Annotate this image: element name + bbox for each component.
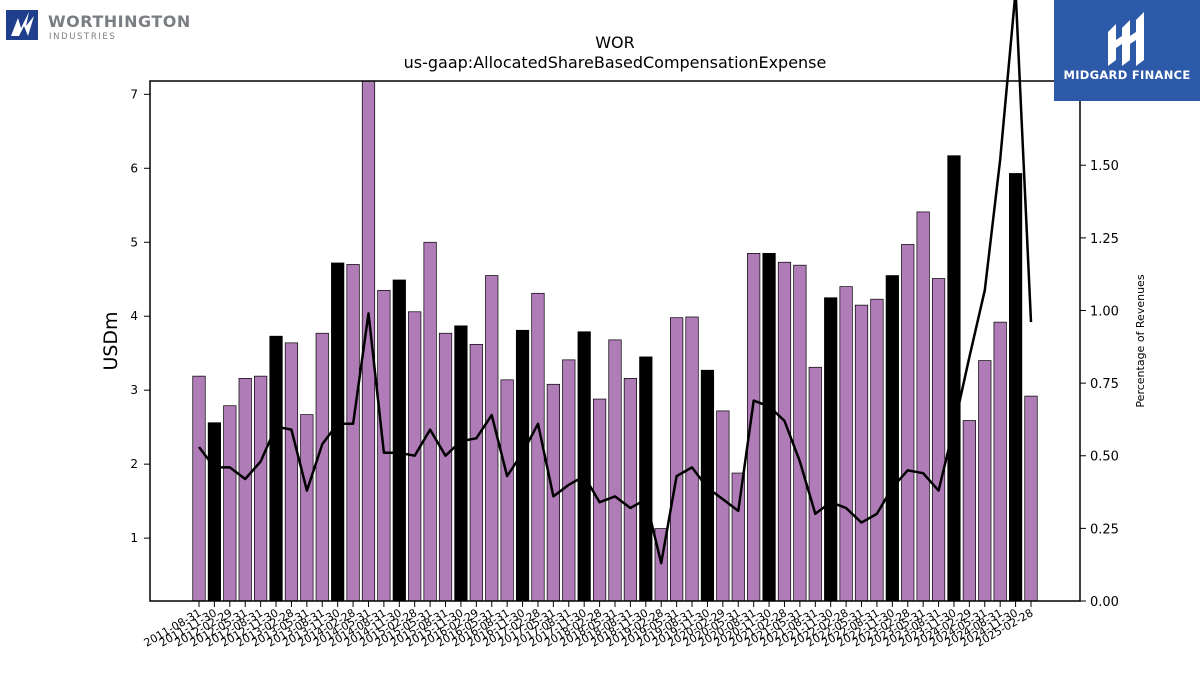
- midgard-finance-logo: MIDGARD FINANCE: [1054, 0, 1200, 101]
- bar-2015-11-30: [454, 325, 468, 602]
- y2-tick-label: 1.50: [1090, 159, 1119, 174]
- y-tick-label: 2: [130, 457, 138, 471]
- bar-2011-08-31: [192, 375, 206, 602]
- bar-2016-11-30: [515, 329, 530, 602]
- bar-2015-08-31: [438, 332, 453, 602]
- bar-2023-11-30: [947, 155, 961, 602]
- bar-2012-11-30: [269, 335, 283, 602]
- bar-2018-08-31: [623, 378, 638, 602]
- bar-2016-08-31: [500, 379, 514, 602]
- y-ticks: 1 2 3 4 5 6 7: [130, 87, 150, 545]
- bar-2023-08-31: [931, 278, 946, 602]
- bar-2022-11-30: [885, 275, 899, 602]
- y2-ticks: 0.000.250.500.751.001.251.501.75: [1080, 87, 1119, 610]
- bar-2018-11-30: [639, 356, 653, 602]
- y-tick-label: 4: [130, 309, 138, 323]
- bar-2015-05-31: [423, 241, 437, 602]
- pct-revenues-line: [198, 0, 1033, 565]
- bar-2019-08-31: [685, 316, 699, 602]
- y2-tick-label: 0.25: [1090, 522, 1119, 537]
- y-tick-label: 1: [130, 531, 138, 545]
- logo-subtitle: INDUSTRIES: [49, 32, 117, 42]
- bar-2025-02-28: [1024, 395, 1038, 602]
- y-tick-label: 7: [130, 87, 138, 101]
- bar-2021-08-31: [808, 366, 822, 602]
- bar-2024-05-31: [978, 360, 992, 602]
- y-axis-label: USDm: [100, 311, 122, 370]
- worthington-logo-mark: [6, 10, 38, 40]
- midgard-logo-mark: [1108, 12, 1144, 66]
- bar-2022-08-31: [870, 298, 884, 602]
- y2-tick-label: 0.00: [1090, 595, 1119, 610]
- bar-2020-05-31: [731, 472, 745, 602]
- y2-tick-label: 1.25: [1090, 232, 1119, 247]
- bar-2024-11-30: [1008, 173, 1023, 602]
- bar-2024-02-29: [962, 420, 976, 602]
- bars: [192, 80, 1038, 602]
- y-tick-label: 6: [130, 161, 138, 175]
- y-tick-label: 5: [130, 235, 138, 249]
- bar-2014-02-28: [346, 264, 360, 602]
- y2-tick-label: 0.50: [1090, 450, 1119, 465]
- bar-2017-11-30: [577, 331, 591, 602]
- brand-name: MIDGARD FINANCE: [1063, 68, 1191, 82]
- bar-2022-05-31: [854, 304, 869, 602]
- y2-tick-label: 0.75: [1090, 377, 1119, 392]
- chart-subtitle: us-gaap:AllocatedShareBasedCompensationE…: [404, 53, 827, 72]
- bar-2019-05-31: [670, 317, 684, 602]
- bar-2011-11-30: [207, 422, 222, 602]
- bar-2013-05-31: [300, 414, 314, 602]
- bar-2012-02-29: [223, 405, 237, 602]
- bar-2022-02-28: [839, 286, 853, 602]
- x-ticks: 2011-08-312011-11-302012-02-292012-05-31…: [142, 601, 1036, 650]
- logo-name: WORTHINGTON: [48, 12, 191, 31]
- bar-2021-11-30: [824, 297, 838, 602]
- bar-2013-11-30: [331, 262, 345, 602]
- bar-2017-08-31: [562, 359, 576, 602]
- y-tick-label: 3: [130, 383, 138, 397]
- bar-2020-11-30: [762, 252, 776, 602]
- y2-tick-label: 1.00: [1090, 304, 1119, 319]
- bar-2023-05-31: [916, 211, 930, 602]
- bar-2012-08-31: [254, 375, 268, 602]
- bar-2024-08-31: [993, 321, 1007, 602]
- y2-axis-label: Percentage of Revenues: [1134, 274, 1147, 407]
- bar-2014-11-30: [392, 279, 406, 602]
- bar-2023-02-28: [901, 244, 915, 602]
- bar-2019-11-30: [700, 369, 715, 602]
- worthington-logo: WORTHINGTON INDUSTRIES: [6, 8, 190, 44]
- plot-frame: [149, 80, 1081, 602]
- bar-2016-05-31: [485, 275, 499, 602]
- bar-2013-02-28: [284, 342, 299, 602]
- bar-2016-02-29: [469, 343, 483, 602]
- bar-2013-08-31: [315, 332, 329, 602]
- bar-2012-05-31: [238, 378, 252, 602]
- bar-2021-05-31: [793, 264, 807, 602]
- bar-2020-02-29: [716, 410, 730, 602]
- bar-2018-05-31: [608, 339, 622, 602]
- chart-title: WOR: [595, 33, 635, 52]
